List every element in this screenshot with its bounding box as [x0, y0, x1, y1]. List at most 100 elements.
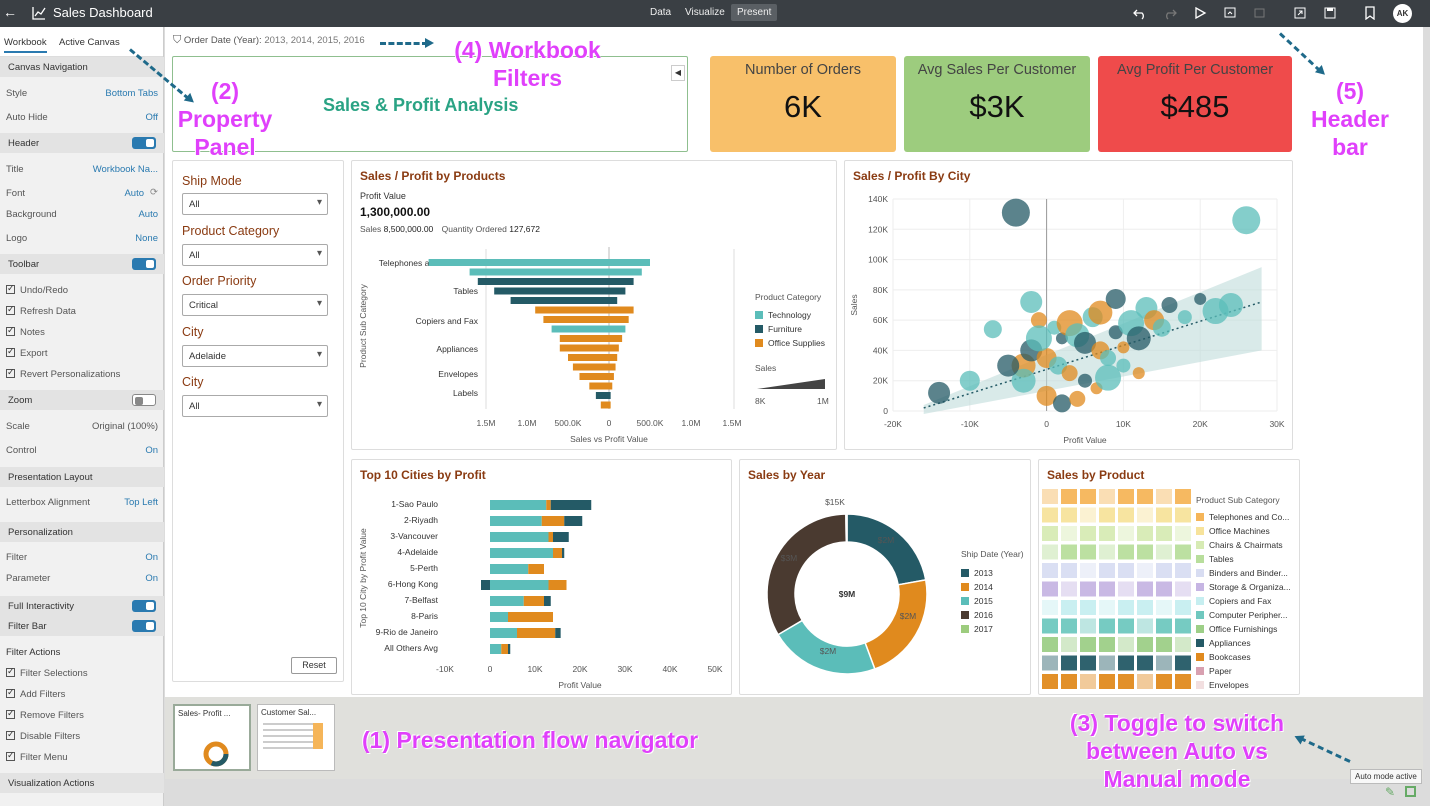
checkbox[interactable] — [6, 750, 15, 761]
bar — [528, 564, 544, 574]
section-header[interactable]: Header — [0, 133, 164, 153]
logo-value[interactable]: None — [135, 233, 158, 244]
bookmark-icon[interactable] — [1363, 6, 1377, 20]
filter-label: Order Date (Year): — [183, 35, 262, 46]
filter-action-item[interactable]: Add Filters — [6, 687, 158, 700]
size-legend-wedge — [757, 379, 825, 389]
section-filter-bar[interactable]: Filter Bar — [0, 616, 164, 636]
back-icon[interactable]: ← — [3, 4, 17, 20]
filter-value[interactable]: 2013, 2014, 2015, 2016 — [264, 35, 365, 46]
product-category-select[interactable]: All — [182, 244, 328, 266]
top10-chart[interactable]: 1-Sao Paulo 2-Riyadh 3-Vancouver 4-Adelaide… — [352, 486, 733, 694]
letterbox-value[interactable]: Top Left — [124, 497, 158, 508]
canvas-thumb[interactable]: Sales- Profit ... — [173, 704, 251, 771]
auto-hide-value[interactable]: Off — [145, 112, 159, 123]
x-tick-label: -20K — [884, 419, 902, 429]
bar — [559, 344, 619, 352]
section-personalization[interactable]: Personalization — [0, 522, 164, 542]
play-icon[interactable] — [1193, 6, 1207, 20]
toolbar-item[interactable]: Undo/Redo — [6, 283, 158, 296]
sales-year-card: Sales by Year $2M $2M $2M $3M $15K $9M Ship Da… — [739, 459, 1031, 695]
canvas-thumb[interactable]: Customer Sal... — [257, 704, 335, 771]
filter-action-item[interactable]: Filter Selections — [6, 666, 158, 679]
tab-active-canvas[interactable]: Active Canvas — [59, 37, 120, 48]
full-interactivity-toggle[interactable] — [132, 600, 156, 612]
control-value[interactable]: On — [145, 445, 158, 456]
checkbox[interactable] — [6, 367, 15, 378]
checkbox[interactable] — [6, 325, 15, 336]
kpi-value: 6K — [784, 89, 822, 124]
bar — [555, 628, 561, 638]
city-select-2[interactable]: All — [182, 395, 328, 417]
y-axis-label: Top 10 City by Profit Value — [358, 528, 368, 628]
kpi-avg-profit[interactable]: Avg Profit Per Customer $485 — [1098, 56, 1292, 152]
redo-icon[interactable] — [1163, 6, 1177, 20]
products-chart[interactable]: Telephones and Commu... Tables Copiers and… — [352, 241, 838, 449]
kpi-orders[interactable]: Number of Orders 6K — [710, 56, 896, 152]
thumb-label: Customer Sal... — [261, 708, 317, 717]
heat-cell — [1175, 526, 1191, 541]
checkbox[interactable] — [6, 708, 15, 719]
avatar[interactable]: AK — [1393, 4, 1412, 23]
reset-font-icon[interactable]: ⟳ — [150, 187, 158, 198]
kpi-avg-sales[interactable]: Avg Sales Per Customer $3K — [904, 56, 1090, 152]
save-icon[interactable] — [1323, 6, 1337, 20]
kpi-value: $3K — [969, 89, 1025, 124]
heat-cell — [1175, 563, 1191, 578]
export-icon[interactable] — [1293, 6, 1307, 20]
refresh-data-icon[interactable] — [1223, 6, 1237, 20]
parameter-value[interactable]: On — [145, 573, 158, 584]
title-label: Title — [6, 164, 24, 175]
legend-label: Paper — [1209, 666, 1232, 676]
checkbox[interactable] — [6, 687, 15, 698]
title-value[interactable]: Workbook Na... — [92, 164, 158, 175]
scale-value[interactable]: Original (100%) — [92, 421, 158, 432]
workbook-filter-bar[interactable]: ⛉ Order Date (Year): 2013, 2014, 2015, 2… — [173, 34, 365, 47]
toolbar-item[interactable]: Revert Personalizations — [6, 367, 158, 380]
tab-workbook[interactable]: Workbook — [4, 37, 47, 53]
section-toolbar[interactable]: Toolbar — [0, 254, 164, 274]
heat-cell — [1118, 526, 1134, 541]
checkbox[interactable] — [6, 666, 15, 677]
toolbar-item[interactable]: Export — [6, 346, 158, 359]
legend-swatch — [1196, 527, 1204, 535]
checkbox[interactable] — [6, 283, 15, 294]
reset-button[interactable]: Reset — [291, 657, 337, 674]
style-value[interactable]: Bottom Tabs — [105, 88, 158, 99]
checkbox[interactable] — [6, 346, 15, 357]
order-priority-select[interactable]: Critical — [182, 294, 328, 316]
tab-data[interactable]: Data — [650, 7, 672, 18]
section-canvas-navigation[interactable]: Canvas Navigation — [0, 57, 164, 77]
city-select[interactable]: Adelaide — [182, 345, 328, 367]
toolbar-toggle[interactable] — [132, 258, 156, 270]
section-visualization-actions[interactable]: Visualization Actions — [0, 773, 164, 793]
header-toggle[interactable] — [132, 137, 156, 149]
zoom-toggle[interactable] — [132, 394, 156, 406]
filter-action-item[interactable]: Filter Menu — [6, 750, 158, 763]
sales-product-chart[interactable]: Product Sub Category Telephones and Co...… — [1039, 486, 1300, 695]
filter-value[interactable]: On — [145, 552, 158, 563]
filter-bar-toggle[interactable] — [132, 620, 156, 632]
sales-year-chart[interactable]: $2M $2M $2M $3M $15K $9M Ship Date (Year) 2013 2… — [740, 486, 1032, 694]
notes-icon[interactable] — [1253, 6, 1267, 20]
toolbar-item[interactable]: Notes — [6, 325, 158, 338]
city-scatter-chart[interactable]: 0 20K 40K 60K 80K 100K 120K 140K -20K -10K 0 10K 20K… — [845, 187, 1294, 449]
layout-toggle-icon[interactable] — [1405, 786, 1416, 797]
section-presentation-layout[interactable]: Presentation Layout — [0, 467, 164, 487]
filter-action-item[interactable]: Remove Filters — [6, 708, 158, 721]
section-zoom[interactable]: Zoom — [0, 390, 164, 410]
checkbox[interactable] — [6, 729, 15, 740]
collapse-icon[interactable]: ◀ — [671, 65, 685, 81]
bar — [508, 644, 511, 654]
toolbar-item[interactable]: Refresh Data — [6, 304, 158, 317]
section-full-interactivity[interactable]: Full Interactivity — [0, 596, 164, 616]
undo-icon[interactable] — [1133, 6, 1147, 20]
background-value[interactable]: Auto — [138, 209, 158, 220]
auto-mode-icon[interactable]: ✎ — [1385, 785, 1396, 799]
checkbox[interactable] — [6, 304, 15, 315]
tab-present[interactable]: Present — [731, 4, 778, 21]
font-value[interactable]: Auto — [124, 188, 144, 199]
ship-mode-select[interactable]: All — [182, 193, 328, 215]
tab-visualize[interactable]: Visualize — [685, 7, 725, 18]
filter-action-item[interactable]: Disable Filters — [6, 729, 158, 742]
